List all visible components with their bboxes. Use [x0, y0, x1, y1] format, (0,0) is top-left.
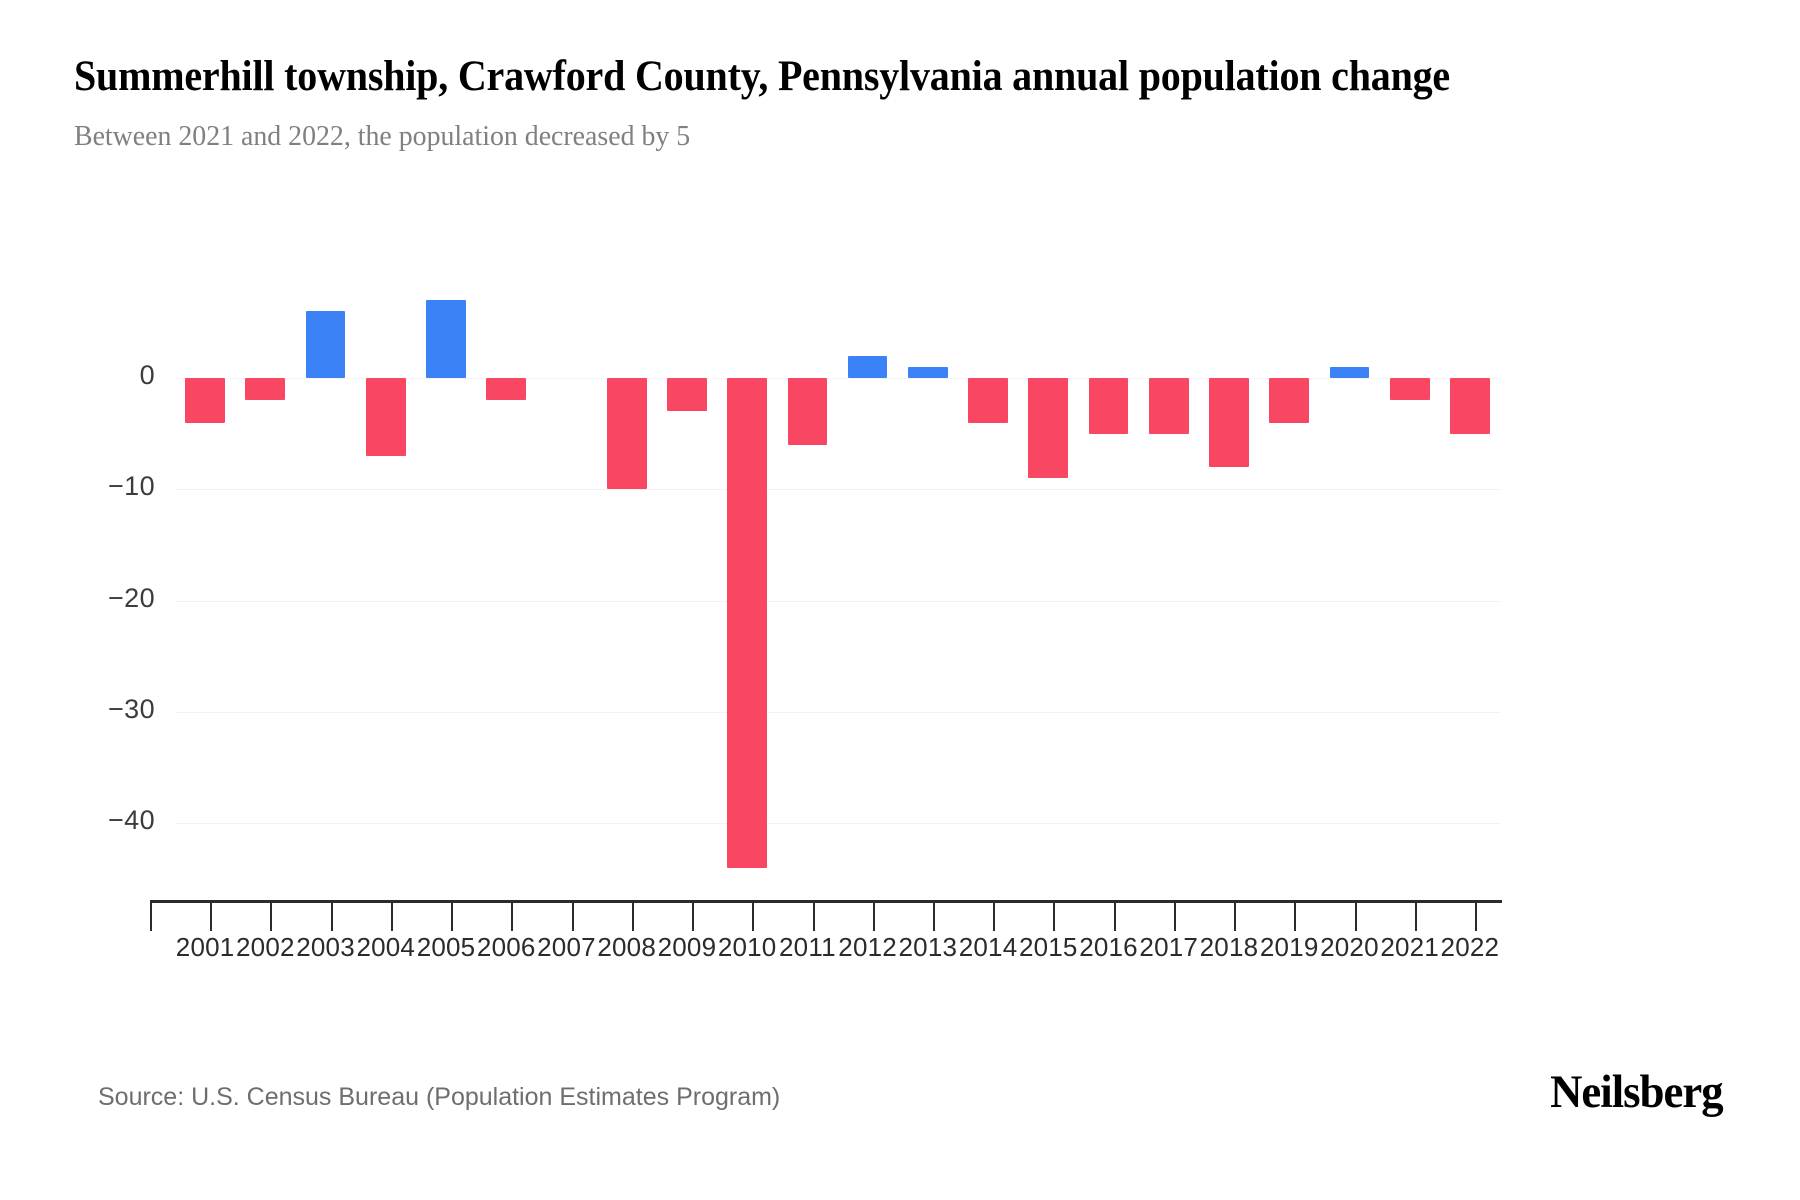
x-axis-tick: [451, 903, 454, 931]
gridline--20: [175, 600, 1500, 602]
x-axis-tick: [1234, 903, 1237, 931]
x-axis-tick-label-2008: 2008: [597, 932, 656, 962]
x-axis-tick-label-2005: 2005: [416, 932, 476, 962]
x-axis-tick: [1414, 903, 1417, 931]
x-axis-tick-label-2014: 2014: [958, 932, 1018, 962]
x-axis-tick: [571, 903, 574, 931]
chart-subtitle: Between 2021 and 2022, the population de…: [74, 120, 691, 152]
bar-2008[interactable]: [606, 378, 647, 490]
bar-2019[interactable]: [1269, 378, 1310, 423]
x-axis-tick-label-2015: 2015: [1018, 932, 1078, 962]
x-axis-tick: [511, 903, 514, 931]
bar-2001[interactable]: [185, 378, 225, 423]
bar-2016[interactable]: [1088, 378, 1129, 434]
x-axis-tick: [1173, 903, 1176, 931]
x-axis-tick: [1354, 903, 1357, 931]
x-axis-tick: [1053, 903, 1056, 931]
bar-2010[interactable]: [727, 378, 768, 868]
x-axis-line: [150, 900, 1502, 903]
x-axis-tick-label-2004: 2004: [356, 932, 416, 962]
x-axis-tick: [1113, 903, 1116, 931]
bar-2013[interactable]: [907, 366, 948, 378]
x-axis-tick: [390, 903, 393, 931]
x-axis-tick-label-2001: 2001: [175, 932, 235, 962]
x-axis-tick: [993, 903, 996, 931]
gridline-0: [175, 378, 1500, 379]
x-axis-tick-label-2018: 2018: [1199, 932, 1259, 962]
x-axis-tick: [631, 903, 634, 931]
x-axis-tick: [1294, 903, 1297, 931]
bar-2003[interactable]: [305, 311, 346, 378]
x-axis-tick: [150, 903, 152, 931]
page-title: Summerhill township, Crawford County, Pe…: [74, 53, 1451, 100]
bar-2022[interactable]: [1450, 378, 1490, 434]
x-axis-tick-label-2007: 2007: [537, 932, 596, 962]
bar-2002[interactable]: [245, 378, 286, 401]
bar-2015[interactable]: [1028, 378, 1069, 479]
x-axis-tick-label-2017: 2017: [1139, 932, 1199, 962]
x-axis-tick-label-2003: 2003: [296, 932, 355, 962]
bar-2004[interactable]: [365, 378, 406, 456]
bar-2012[interactable]: [847, 355, 888, 378]
x-axis-tick: [932, 903, 935, 931]
x-axis-tick-label-2011: 2011: [779, 932, 836, 962]
x-axis-tick-label-2002: 2002: [236, 932, 295, 962]
bar-2009[interactable]: [667, 378, 707, 412]
x-axis-tick-label-2019: 2019: [1259, 932, 1319, 962]
source-note: Source: U.S. Census Bureau (Population E…: [98, 1083, 781, 1111]
x-axis-tick-label-2022: 2022: [1440, 932, 1500, 962]
x-axis-tick: [872, 903, 875, 931]
x-axis-tick: [1475, 903, 1477, 931]
y-axis-tick-label: −10: [108, 471, 155, 502]
x-axis-tick: [752, 903, 755, 931]
x-axis-tick: [210, 903, 213, 931]
x-axis-tick: [812, 903, 815, 931]
x-axis-tick-label-2010: 2010: [717, 932, 777, 962]
bar-2011[interactable]: [787, 378, 828, 445]
y-axis-tick-label: −30: [108, 693, 155, 724]
x-axis-tick-label-2013: 2013: [898, 932, 958, 962]
x-axis-tick-label-2021: 2021: [1380, 932, 1439, 962]
y-axis-tick-label: 0: [139, 360, 155, 390]
bar-2021[interactable]: [1389, 378, 1430, 401]
gridline--40: [175, 823, 1500, 825]
gridline--30: [175, 711, 1500, 713]
bar-2018[interactable]: [1209, 378, 1249, 468]
x-axis-tick: [270, 903, 273, 931]
x-axis-tick-label-2009: 2009: [657, 932, 717, 962]
x-axis-tick: [330, 903, 333, 931]
x-axis-tick-label-2012: 2012: [838, 932, 897, 962]
bar-2020[interactable]: [1329, 366, 1370, 378]
y-axis-tick-label: −20: [108, 582, 155, 613]
bar-2006[interactable]: [486, 378, 527, 401]
x-axis-tick-label-2020: 2020: [1320, 932, 1379, 962]
x-axis-tick-label-2016: 2016: [1079, 932, 1138, 962]
bar-2017[interactable]: [1148, 378, 1189, 434]
x-axis-tick: [692, 903, 695, 931]
y-axis-tick-label: −40: [108, 805, 155, 836]
brand-logo: Neilsberg: [1550, 1066, 1724, 1118]
bar-2014[interactable]: [968, 378, 1008, 423]
x-axis-tick-label-2006: 2006: [476, 932, 536, 962]
bar-2005[interactable]: [426, 300, 466, 378]
gridline--10: [175, 489, 1500, 491]
